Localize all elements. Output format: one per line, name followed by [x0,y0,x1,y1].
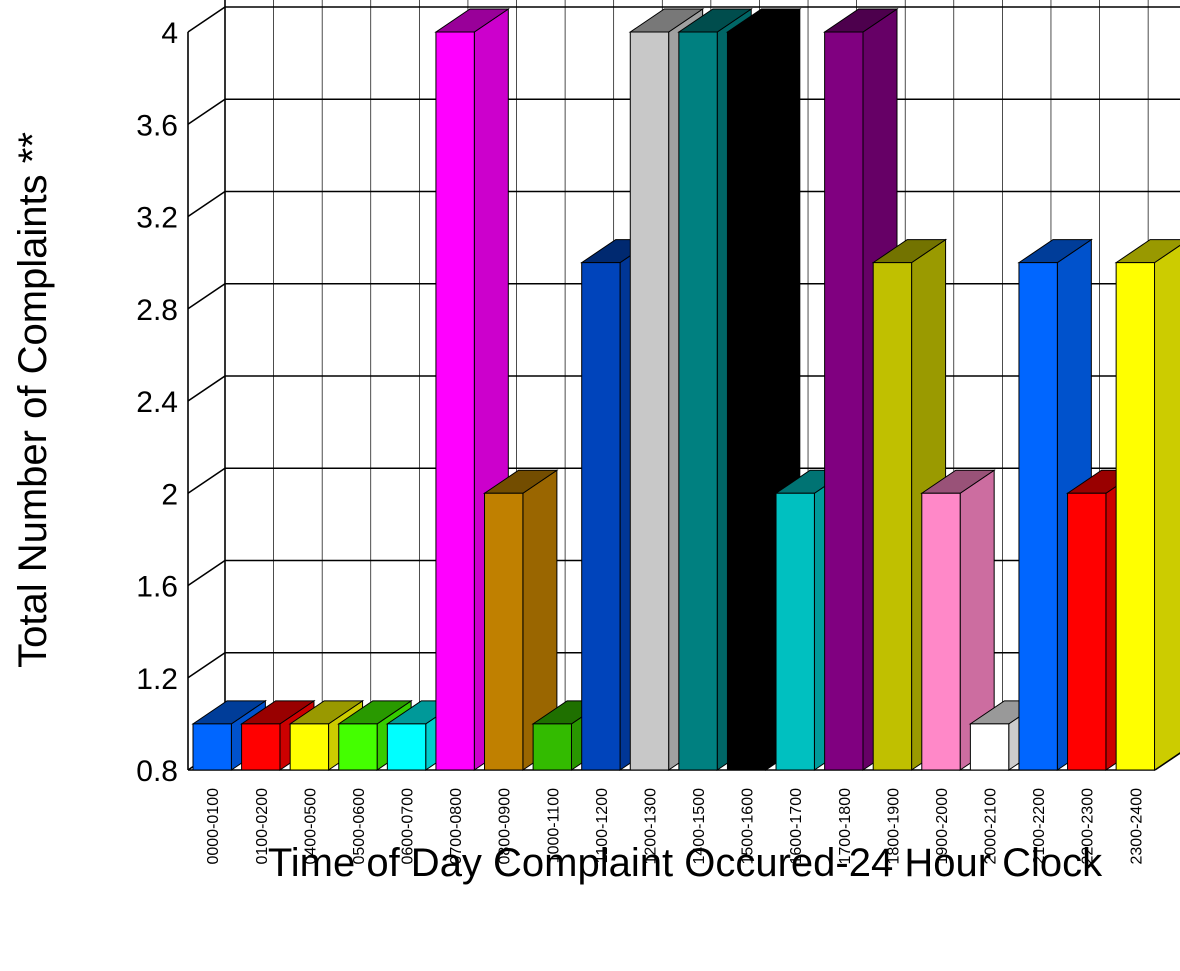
x-tick-label: 1900-2000 [934,788,951,865]
x-tick-label: 0000-0100 [205,788,222,865]
grid-line [187,98,226,125]
bar [775,492,815,771]
grid-line [187,467,226,494]
bar [1067,492,1107,771]
x-tick-label: 1400-1500 [691,788,708,865]
x-tick-label: 0400-0500 [302,788,319,865]
x-tick-label: 0500-0600 [351,788,368,865]
grid-line [187,283,226,310]
bar [532,723,572,771]
bar [969,723,1010,771]
y-axis-label: Total Number of Complaints ** [11,132,55,668]
bar [824,31,864,771]
x-tick-label: 0700-0800 [448,788,465,865]
bar [726,31,767,771]
bar [921,492,961,771]
x-tick-label: 0600-0700 [400,788,417,865]
y-tick-label: 1.6 [136,571,178,604]
y-tick-label: 4 [161,17,178,50]
x-tick-label: 1700-1800 [837,788,854,865]
bar [872,262,913,771]
bar [338,723,378,771]
x-tick-label: 2200-2300 [1080,788,1097,865]
y-tick-label: 2 [161,478,178,511]
grid-line [187,375,226,402]
bar [1115,262,1156,771]
y-tick-label: 2.8 [136,294,178,327]
x-tick-label: 2000-2100 [983,788,1000,865]
x-tick-label: 0100-0200 [254,788,271,865]
bar [192,723,232,771]
bar [289,723,330,771]
x-tick-label: 2300-2400 [1128,788,1145,865]
x-tick-label: 1800-1900 [885,788,902,865]
x-tick-label: 1500-1600 [740,788,757,865]
bar [435,31,475,771]
x-tick-label: 1600-1700 [788,788,805,865]
grid-line [187,652,226,679]
y-tick-label: 2.4 [136,386,178,419]
bar [386,723,427,771]
bar [241,723,281,771]
bar-side [1154,244,1180,771]
x-tick-label: 2100-2200 [1031,788,1048,865]
y-tick-label: 0.8 [136,755,178,788]
bar [1018,262,1058,771]
y-tick-label: 3.2 [136,202,178,235]
grid-line [187,6,226,33]
x-tick-label: 1100-1200 [594,788,611,863]
grid-line [187,559,226,587]
y-tick-label: 1.2 [136,663,178,696]
x-axis-label: Time of Day Complaint Occured-24 Hour Cl… [268,841,1103,885]
bar [484,492,524,771]
x-tick-label: 1000-1100 [545,788,562,863]
y-tick-label: 3.6 [136,109,178,142]
bar [629,31,670,771]
grid-line [187,190,226,218]
x-tick-label: 0800-0900 [497,788,514,865]
bar [678,31,718,771]
bar [581,262,621,771]
x-tick-label: 1200-1300 [642,788,659,865]
